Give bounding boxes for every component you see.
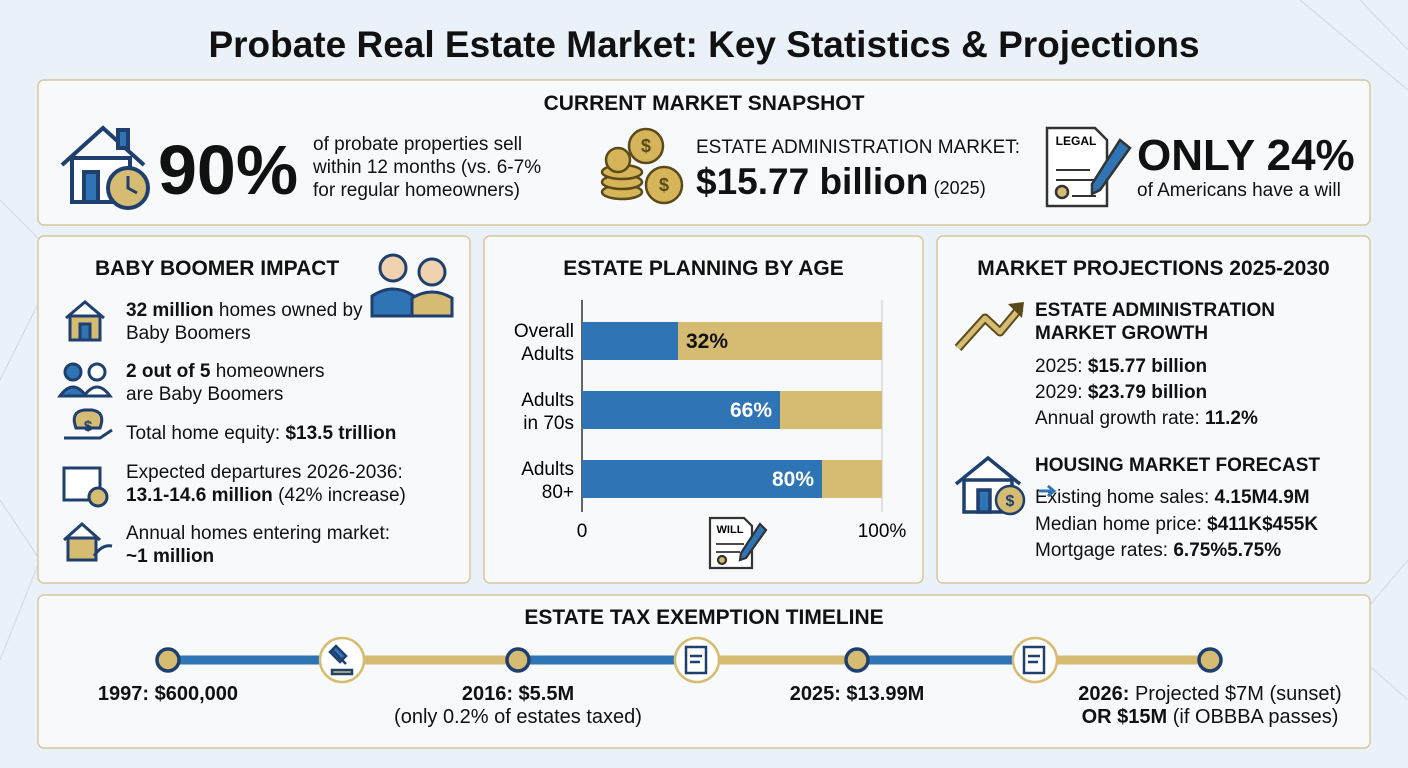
event-title: OR $15M [1081,706,1168,728]
line-value: $15.77 billion [1087,356,1208,377]
growth-lines: 2025: $15.77 billion 2029: $23.79 billion… [1035,354,1258,432]
event-note: (if OBBBA passes) [1167,706,1339,728]
y-tick-label: Adults [521,344,574,365]
item-text: Annual homes entering market: [126,523,391,544]
forecast-line: Median home price: $411K $455K [1035,485,1319,539]
icon-label: LEGAL [1056,134,1097,148]
value-label: 80% [772,468,814,491]
line-value: 4.15M [1214,487,1268,508]
stat-note: (2025) [933,178,986,198]
item-bold: 2 out of 5 [126,361,211,382]
x-tick-label: 100% [858,521,907,542]
svg-text:$: $ [641,136,651,156]
section-heading: CURRENT MARKET SNAPSHOT [543,92,865,115]
growth-line: 2029: $23.79 billion [1035,380,1258,406]
line-value: 4.9M [1267,487,1310,508]
section-heading: BABY BOOMER IMPACT [95,257,340,280]
stat-text: of probate properties sell within 12 mon… [313,134,542,201]
list-item: 32 million homes owned by Baby Boomers [126,299,366,345]
item-text: Expected departures 2026-2036: [126,462,403,483]
line-value: $411K [1207,513,1263,535]
x-tick-label: 0 [577,521,588,542]
line-label: Mortgage rates: [1035,540,1174,561]
line-value: $23.79 billion [1087,382,1208,403]
forecast-line: Existing home sales: 4.15M 4.9M [1035,485,1318,512]
value-label: 32% [686,330,728,353]
forecast-lines: Existing home sales: 4.15M 4.9M Median hom… [1035,485,1318,565]
line-label: 2029: [1035,382,1088,403]
svg-text:$: $ [1006,493,1015,510]
item-bold: 32 million [126,300,214,321]
list-item: Expected departures 2026-2036: 13.1-14.6 … [126,461,406,507]
page-title: Probate Real Estate Market: Key Statisti… [208,24,1200,65]
stat-label: ESTATE ADMINISTRATION MARKET: [696,137,1021,158]
list-item: Annual homes entering market: ~1 million [126,522,390,568]
line-label: 2025: [1035,356,1088,377]
icon-label: WILL [717,524,744,536]
stat-value: ONLY 24% [1137,131,1355,180]
timeline-label: 1997: $600,000 [97,683,239,705]
item-text: homeowners are Baby Boomers [126,361,325,405]
timeline-label: 2016: $5.5M (only 0.2% of estates taxed) [368,683,668,729]
line-label: Annual growth rate: [1035,408,1206,429]
y-tick-label: in 70s [523,413,574,434]
event-title: 2026: [1078,683,1130,705]
bar [582,391,780,429]
line-value: 6.75% [1173,540,1228,561]
y-tick-label: 80+ [542,482,574,503]
growth-line: 2025: $15.77 billion [1035,354,1258,380]
item-text: Total home equity: [126,423,286,444]
line-value: 5.75% [1227,540,1282,561]
line-value: 11.2% [1205,408,1258,429]
item-bold: 13.1-14.6 million [126,485,273,506]
event-title: 2016: $5.5M [461,683,575,705]
item-text: homes owned by Baby Boomers [126,300,363,344]
stat-value: 90% [158,131,299,209]
stat-text: of Americans have a will [1137,180,1341,201]
line-label: Existing home sales: [1035,487,1215,508]
timeline-label: 2025: $13.99M [789,683,925,705]
list-item: Total home equity: $13.5 trillion [126,422,396,445]
subheading: HOUSING MARKET FORECAST [1035,455,1320,476]
bar [582,460,822,498]
forecast-line: Mortgage rates: 6.75% 5.75% [1035,485,1318,565]
section-heading: ESTATE TAX EXEMPTION TIMELINE [524,606,884,629]
line-value: $455K [1262,513,1319,535]
subheading: ESTATE ADMINISTRATION MARKET GROWTH [1035,300,1275,344]
list-item: 2 out of 5 homeowners are Baby Boomers [126,360,356,406]
growth-line: Annual growth rate: 11.2% [1035,406,1258,432]
arrow-shape [1039,485,1056,497]
event-note: Projected $7M (sunset) [1129,683,1342,705]
timeline-label: 2026: Projected $7M (sunset) OR $15M (if … [1060,683,1360,729]
y-tick-label: Adults [521,390,574,411]
section-heading: MARKET PROJECTIONS 2025-2030 [977,257,1330,280]
stat-value: $15.77 billion [696,161,929,202]
bar [582,322,678,360]
arrow [1039,485,1056,497]
line-label: Median home price: [1035,513,1208,535]
svg-text:$: $ [659,175,669,195]
svg-text:$: $ [84,418,93,435]
item-bold: $13.5 trillion [285,423,397,444]
item-bold: ~1 million [126,546,215,567]
chart-title: ESTATE PLANNING BY AGE [563,257,844,280]
value-label: 66% [730,399,772,422]
y-tick-label: Overall [514,321,574,342]
event-note: (only 0.2% of estates taxed) [394,706,642,728]
item-text: (42% increase) [272,485,406,506]
y-tick-label: Adults [521,459,574,480]
